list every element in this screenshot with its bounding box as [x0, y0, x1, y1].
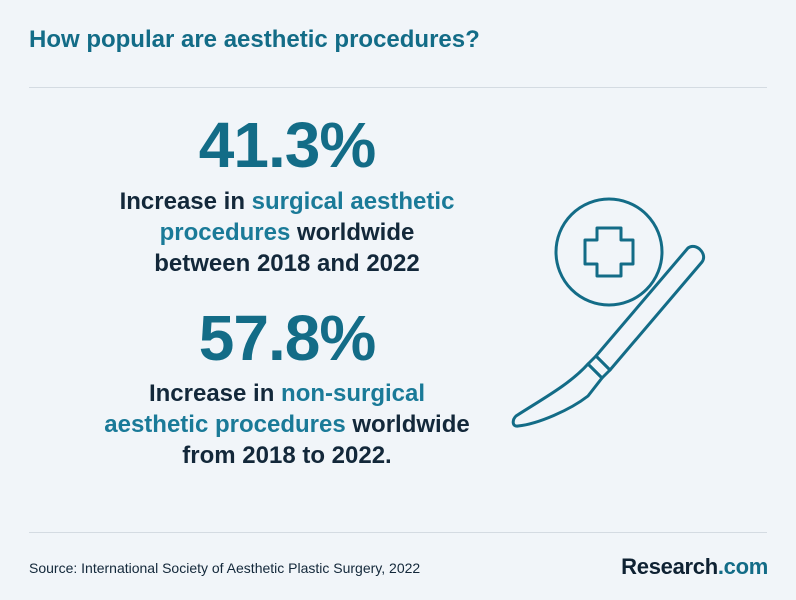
stat-value: 57.8%	[198, 302, 376, 374]
stat-text: between 2018 and 2022	[154, 250, 420, 277]
scalpel-icon	[511, 245, 705, 428]
brand-logo: Research.com	[621, 554, 768, 580]
stat-description-line: aesthetic procedures worldwide	[80, 409, 494, 440]
stat-text: worldwide	[290, 219, 415, 246]
stat-block-surgical: 41.3% Increase in surgical aesthetic pro…	[80, 111, 494, 279]
logo-main-text: Research	[621, 554, 718, 579]
stat-highlight: procedures	[159, 219, 291, 246]
stat-description-line: Increase in surgical aesthetic	[80, 186, 494, 217]
medical-illustration	[511, 197, 705, 428]
stat-description-line: between 2018 and 2022	[80, 248, 494, 279]
stat-text: Increase in	[148, 380, 282, 407]
stat-description: Increase in surgical aesthetic procedure…	[80, 186, 494, 279]
stat-text: from 2018 to 2022.	[182, 442, 392, 469]
page-title: How popular are aesthetic procedures?	[29, 26, 480, 53]
stat-block-non-surgical: 57.8% Increase in non-surgical aesthetic…	[80, 304, 494, 471]
stat-description-line: Increase in non-surgical	[80, 378, 494, 409]
stat-highlight: aesthetic procedures	[104, 411, 346, 438]
source-citation: Source: International Society of Aesthet…	[29, 560, 421, 576]
top-divider	[29, 87, 767, 88]
bottom-divider	[29, 532, 767, 533]
stat-description: Increase in non-surgical aesthetic proce…	[80, 378, 494, 471]
stat-value: 41.3%	[198, 109, 376, 181]
stat-description-line: from 2018 to 2022.	[80, 440, 494, 471]
stat-highlight: surgical aesthetic	[251, 188, 455, 215]
stat-text: Increase in	[119, 188, 252, 215]
stat-text: worldwide	[345, 411, 470, 438]
logo-suffix-text: .com	[717, 554, 768, 579]
medical-cross-icon	[554, 197, 664, 307]
stat-highlight: non-surgical	[281, 380, 426, 407]
stat-description-line: procedures worldwide	[80, 217, 494, 248]
